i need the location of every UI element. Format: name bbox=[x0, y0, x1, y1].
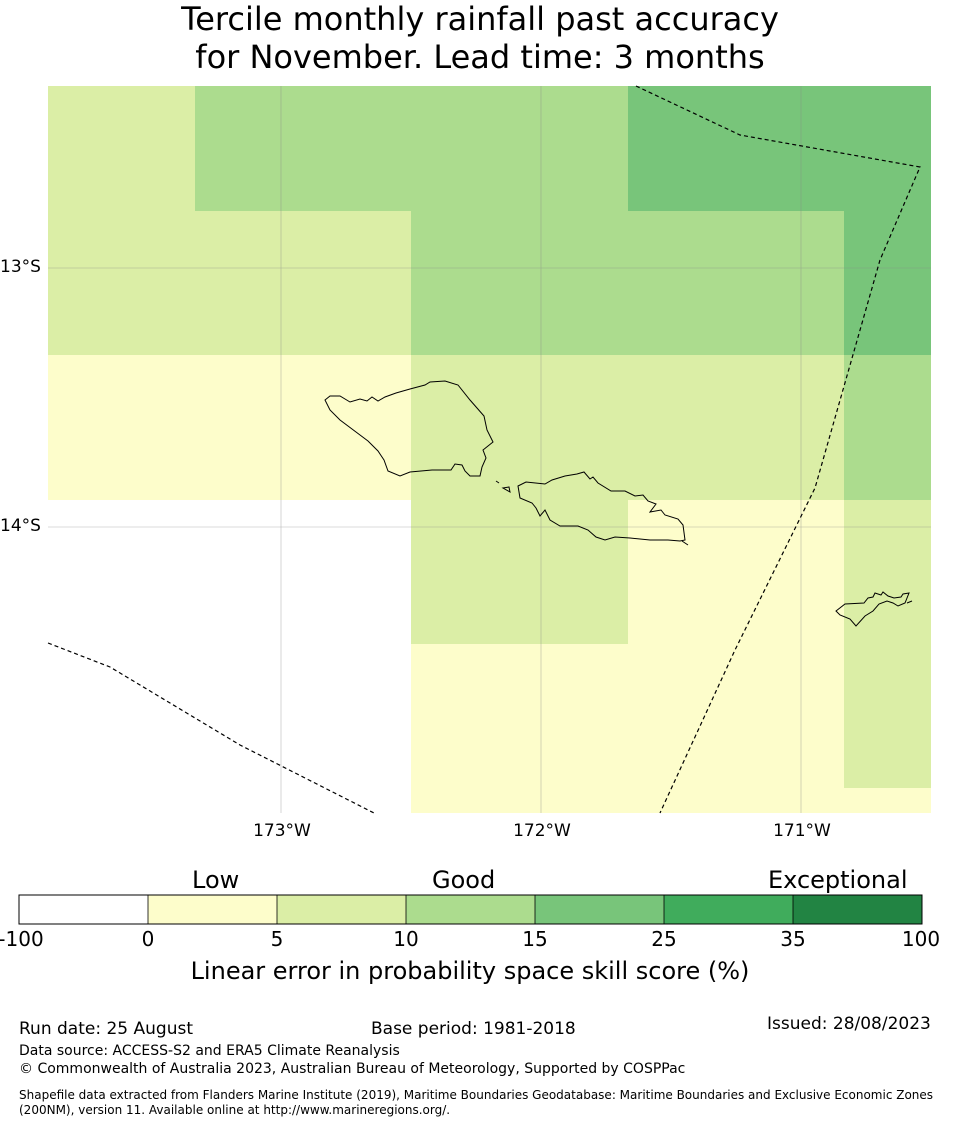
category-label-low: Low bbox=[192, 866, 240, 894]
grid-cell bbox=[411, 644, 628, 813]
lon-label-171w: 171°W bbox=[773, 821, 831, 841]
grid-cell bbox=[844, 500, 931, 788]
grid-cell bbox=[48, 355, 411, 500]
manono-islet bbox=[495, 480, 500, 484]
shapefile-credit-line-2: (200NM), version 11. Available online at… bbox=[19, 1103, 451, 1117]
category-label-good: Good bbox=[432, 866, 496, 894]
grid-cell bbox=[844, 788, 931, 813]
run-date: Run date: 25 August bbox=[19, 1019, 193, 1039]
colorbar-title: Linear error in probability space skill … bbox=[190, 957, 750, 985]
colorbar-tick-label: 35 bbox=[780, 927, 806, 951]
shapefile-credit-line-1: Shapefile data extracted from Flanders M… bbox=[19, 1088, 934, 1102]
eez-boundary-southwest bbox=[47, 642, 375, 814]
lon-label-173w: 173°W bbox=[253, 821, 311, 841]
colorbar-segment bbox=[277, 895, 406, 924]
grid-cell bbox=[411, 500, 628, 644]
grid-cell bbox=[628, 500, 844, 813]
aunuu-islet bbox=[906, 600, 913, 604]
grid-cell bbox=[844, 211, 931, 355]
grid-cell bbox=[411, 355, 844, 500]
base-period: Base period: 1981-2018 bbox=[371, 1019, 576, 1039]
grid-cell bbox=[844, 355, 931, 500]
grid-cell bbox=[48, 211, 411, 355]
category-label-exceptional: Exceptional bbox=[768, 866, 908, 894]
grid-cell bbox=[411, 211, 844, 355]
graticule bbox=[48, 86, 931, 813]
upolu-island bbox=[517, 471, 686, 542]
lat-label-13s: 13°S bbox=[0, 257, 41, 277]
colorbar-outline bbox=[18, 894, 923, 925]
colorbar bbox=[18, 894, 923, 925]
tutuila-island bbox=[835, 591, 910, 627]
colorbar-tick-label: 0 bbox=[141, 927, 155, 951]
chart-title-line-2: for November. Lead time: 3 months bbox=[195, 38, 765, 76]
colorbar-segment bbox=[535, 895, 664, 924]
grid-cell bbox=[48, 86, 195, 211]
colorbar-tick-label: 5 bbox=[270, 927, 284, 951]
colorbar-tick-label: 100 bbox=[901, 927, 941, 951]
colorbar-segment bbox=[148, 895, 277, 924]
copyright-notice: © Commonwealth of Australia 2023, Austra… bbox=[19, 1061, 686, 1077]
data-source: Data source: ACCESS-S2 and ERA5 Climate … bbox=[19, 1043, 400, 1059]
skill-grid bbox=[48, 86, 931, 813]
lon-label-172w: 172°W bbox=[513, 821, 571, 841]
colorbar-tick-label: 15 bbox=[522, 927, 548, 951]
grid-cell bbox=[195, 86, 628, 211]
coastlines bbox=[324, 380, 913, 627]
upolu-east-tip bbox=[681, 540, 689, 546]
chart-title-line-1: Tercile monthly rainfall past accuracy bbox=[181, 0, 779, 38]
colorbar-tick-label: 25 bbox=[651, 927, 677, 951]
colorbar-segment bbox=[664, 895, 793, 924]
eez-boundaries bbox=[47, 85, 921, 814]
colorbar-segment bbox=[793, 895, 922, 924]
apolima-islet bbox=[501, 486, 511, 493]
colorbar-tick-label: -100 bbox=[0, 927, 44, 951]
issued-date: Issued: 28/08/2023 bbox=[767, 1014, 931, 1034]
colorbar-segment bbox=[19, 895, 148, 924]
eez-boundary-north bbox=[635, 85, 921, 814]
savaii-island bbox=[324, 380, 494, 477]
grid-cell bbox=[628, 86, 931, 211]
colorbar-tick-label: 10 bbox=[393, 927, 419, 951]
lat-label-14s: 14°S bbox=[0, 516, 41, 536]
colorbar-segment bbox=[406, 895, 535, 924]
